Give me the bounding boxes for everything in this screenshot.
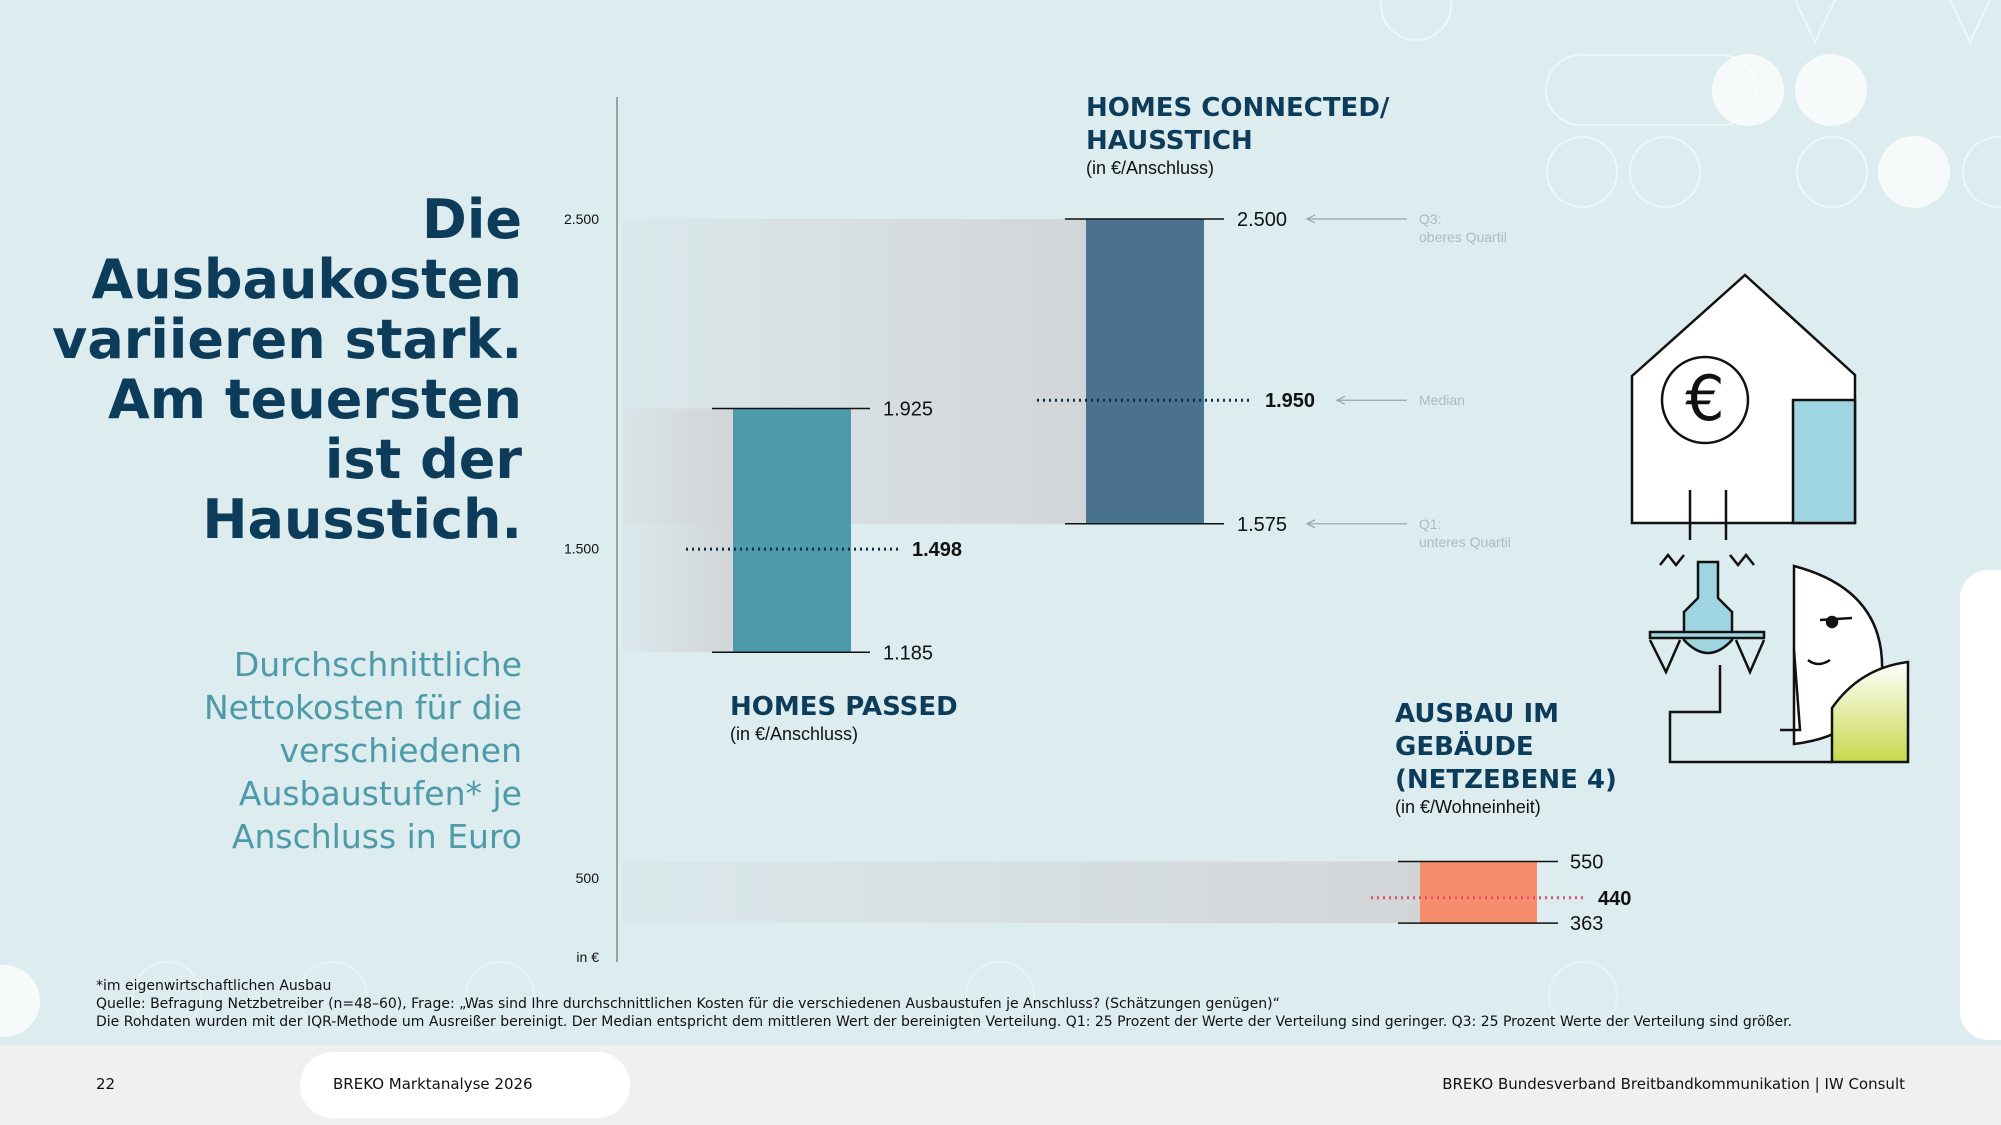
worker-shoulder	[1830, 660, 1910, 764]
legend-arrow	[1335, 395, 1346, 405]
pattern-circle	[1548, 961, 1618, 1031]
pattern-circle	[1962, 136, 2001, 208]
headline: Die Ausbaukosten variieren stark. Am teu…	[52, 190, 522, 550]
pattern-circle	[1796, 136, 1868, 208]
euro-circle	[1660, 355, 1750, 445]
pattern-circle	[465, 961, 535, 1031]
median-value-label: 440	[1598, 888, 1631, 910]
side-tab	[1960, 570, 2001, 1040]
headline-line: Hausstich.	[202, 488, 522, 551]
euro-symbol: €	[1685, 362, 1724, 435]
series-title: GEBÄUDE	[1395, 730, 1534, 762]
pattern-dot	[1878, 136, 1950, 208]
series-title: HOMES CONNECTED/	[1086, 93, 1390, 123]
q1-value-label: 1.185	[883, 642, 933, 664]
pattern-circle	[298, 961, 368, 1031]
legend-label: Median	[1419, 392, 1465, 408]
y-tick-label: 1.500	[564, 541, 599, 557]
legend-label: Q1:	[1419, 516, 1442, 532]
series-title: (NETZEBENE 4)	[1395, 765, 1617, 795]
median-value-label: 1.950	[1265, 390, 1315, 412]
drill-foot	[1648, 639, 1766, 676]
legend-label: oberes Quartil	[1419, 229, 1507, 245]
pattern-circle	[965, 961, 1035, 1031]
pattern-wave	[1794, 0, 1991, 45]
y-unit-label: in €	[576, 949, 599, 965]
q1-value-label: 363	[1570, 913, 1603, 935]
series-unit: (in €/Anschluss)	[1086, 158, 1214, 178]
series-unit: (in €/Wohneinheit)	[1395, 797, 1541, 817]
pattern-circle	[1629, 136, 1701, 208]
drill-body	[1682, 560, 1734, 655]
range-band	[622, 219, 1086, 524]
series-unit: (in €/Anschluss)	[730, 724, 858, 744]
pattern-circle	[1380, 0, 1452, 41]
y-tick-label: 2.500	[564, 211, 599, 227]
subheadline-line: Nettokosten für die	[203, 688, 522, 727]
legend-label: Q3:	[1419, 211, 1442, 227]
spark-icon	[1659, 552, 1755, 568]
legend-label: unteres Quartil	[1419, 534, 1511, 550]
worker-eye	[1825, 615, 1839, 629]
q3-value-label: 550	[1570, 852, 1603, 874]
series-title: AUSBAU IM	[1395, 699, 1559, 729]
headline-line: Die	[422, 188, 522, 251]
range-bar	[733, 408, 851, 653]
series-title: HAUSSTICH	[1086, 126, 1253, 156]
publication-title: BREKO Marktanalyse 2026	[333, 1075, 533, 1093]
q3-value-label: 2.500	[1237, 209, 1287, 231]
headline-line: variieren stark.	[52, 308, 522, 371]
worker-mouth	[1807, 658, 1831, 666]
y-tick-label: 500	[576, 870, 600, 886]
range-band	[622, 861, 1420, 924]
footer-pill	[300, 1052, 630, 1118]
headline-line: Am teuersten	[107, 368, 522, 431]
drill-handle	[1648, 630, 1766, 640]
median-value-label: 1.498	[912, 539, 962, 561]
pattern-dot	[1712, 54, 1784, 126]
series-title: HOMES PASSED	[730, 692, 958, 722]
q3-value-label: 1.925	[883, 398, 933, 420]
subheadline-line: Anschluss in Euro	[231, 817, 522, 856]
footnote: *im eigenwirtschaftlichen Ausbau	[96, 978, 332, 994]
publisher: BREKO Bundesverband Breitbandkommunikati…	[1442, 1075, 1905, 1093]
headline-line: ist der	[324, 428, 522, 491]
page-number: 22	[96, 1075, 116, 1093]
cable	[1668, 665, 1832, 764]
legend-arrow	[1305, 214, 1316, 224]
pattern-circle	[1546, 136, 1618, 208]
worker-arm	[1780, 649, 1802, 732]
footnote: Die Rohdaten wurden mit der IQR-Methode …	[96, 1014, 1793, 1030]
footnote: Quelle: Befragung Netzbetreiber (n=48–60…	[96, 996, 1280, 1012]
subheadline-line: Durchschnittliche	[233, 645, 522, 684]
legend-arrow	[1305, 519, 1316, 529]
subheadline-line: verschiedenen	[279, 731, 522, 770]
footnotes: *im eigenwirtschaftlichen Ausbau Quelle:…	[96, 977, 1792, 1031]
headline-line: Ausbaukosten	[91, 248, 523, 311]
range-bar	[1420, 861, 1537, 924]
house-illustration: €	[1630, 273, 1910, 764]
q1-value-label: 1.575	[1237, 514, 1287, 536]
house-window	[1791, 398, 1857, 525]
pattern-circle	[132, 961, 202, 1031]
pattern-dot	[1795, 54, 1867, 126]
subheadline-line: Ausbaustufen* je	[238, 774, 522, 813]
subheadline: Durchschnittliche Nettokosten für die ve…	[102, 643, 522, 858]
range-bar	[1086, 219, 1204, 524]
